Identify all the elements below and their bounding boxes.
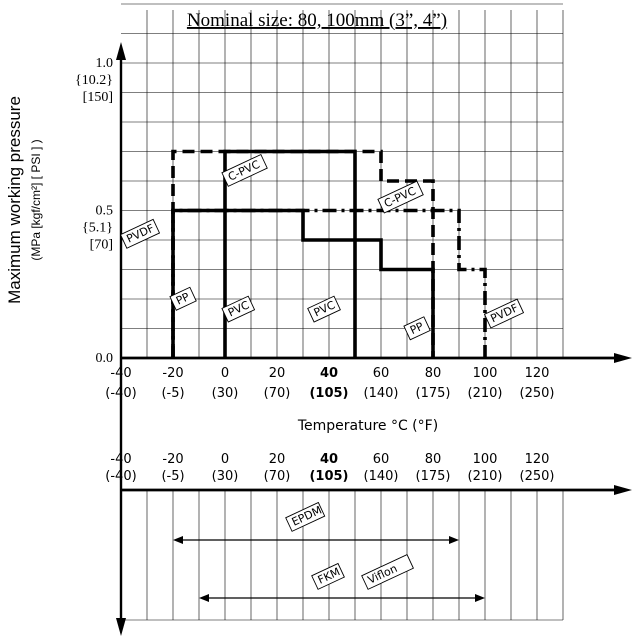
x-tick-label-f: (250): [520, 386, 555, 401]
range-arrow-right: [475, 594, 485, 602]
label-box: [377, 180, 424, 214]
upper-x-ticks: -40 (-40) -20 (-5) 0 (30) 20 (70) 40 (105) 60 (140)…: [105, 366, 554, 401]
x-axis-label: Temperature °C (°F): [297, 418, 438, 434]
x-tick-label-c: 80: [425, 366, 442, 381]
x-tick-label-f: (175): [416, 469, 451, 484]
x-tick-label-c: -20: [162, 366, 183, 381]
y-axis-arrow-down: [116, 618, 126, 636]
label-box: [403, 316, 431, 341]
y-tick-label: 0.0: [96, 351, 114, 366]
x-tick-label-c: 40: [320, 452, 338, 467]
lower-axis-arrow: [614, 485, 632, 495]
label-box: [311, 562, 345, 590]
chart-title: Nominal size: 80, 100mm (3”, 4”): [187, 10, 447, 31]
series-label: C-PVC: [221, 153, 268, 187]
x-tick-label-c: 80: [425, 452, 442, 467]
y-tick-label: [150]: [83, 90, 113, 105]
series-label: PVC: [307, 295, 341, 323]
label-box: [307, 295, 341, 323]
label-text: PP: [408, 320, 426, 338]
y-ticks: 1.0 {10.2} [150] 0.5 {5.1} [70] 0.0: [75, 56, 113, 366]
series-line-pvdf: [171, 208, 487, 358]
label-box: [169, 286, 197, 311]
x-tick-label-f: (250): [520, 469, 555, 484]
x-tick-label-c: 100: [473, 366, 498, 381]
x-tick-label-f: (-40): [105, 386, 136, 401]
x-tick-label-f: (210): [468, 469, 503, 484]
label-box: [119, 218, 161, 249]
x-tick-label-f: (30): [212, 469, 239, 484]
label-text: EPDM: [290, 504, 324, 529]
x-tick-label-f: (-40): [105, 469, 136, 484]
lower-grid: [121, 490, 564, 621]
x-tick-label-f: (140): [364, 469, 399, 484]
x-tick-label-f: (175): [416, 386, 451, 401]
series-line-pvc: [223, 149, 357, 358]
series-labels: C-PVC C-PVC PVDF PP PVC PVC PP PVDF: [119, 153, 525, 341]
range-arrow-right: [449, 536, 459, 544]
x-tick-label-f: (70): [264, 469, 291, 484]
y-tick-label: {5.1}: [82, 221, 113, 236]
label-text: C-PVC: [382, 184, 418, 210]
x-tick-label-f: (105): [309, 469, 348, 484]
x-tick-label-c: 120: [525, 452, 550, 467]
x-tick-label-c: -40: [110, 452, 131, 467]
lower-x-ticks: -40 (-40) -20 (-5) 0 (30) 20 (70) 40 (105) 60 (140)…: [105, 452, 554, 484]
y-tick-label: 0.5: [96, 204, 114, 219]
x-tick-label-f: (70): [264, 386, 291, 401]
y-axis-label: Maximum working pressure (MPa [kgf/cm²] …: [5, 96, 43, 304]
x-tick-label-c: 20: [269, 366, 286, 381]
y-tick-label: {10.2}: [75, 73, 113, 88]
range-arrow-left: [173, 536, 183, 544]
x-tick-label-c: -40: [110, 366, 131, 381]
label-box: [483, 298, 525, 329]
label-box: [361, 553, 414, 590]
x-tick-label-c: 120: [525, 366, 550, 381]
axes: [116, 42, 632, 636]
series-label: PVDF: [483, 298, 525, 329]
label-box: [221, 153, 268, 187]
series-label: PVDF: [119, 218, 161, 249]
x-tick-label-f: (140): [364, 386, 399, 401]
x-tick-label-c: 60: [373, 366, 390, 381]
y-axis-label-main: Maximum working pressure: [5, 96, 24, 304]
y-axis-arrow-up: [116, 42, 126, 60]
series-label: PP: [169, 286, 197, 311]
x-axis-arrow: [614, 353, 632, 363]
y-axis-label-units: (MPa [kgf/cm²] [ PSI ] ): [29, 139, 43, 260]
x-tick-label-f: (-5): [161, 469, 184, 484]
label-text: C-PVC: [226, 158, 262, 184]
x-tick-label-c: 20: [269, 452, 286, 467]
y-tick-label: 1.0: [96, 56, 114, 71]
x-tick-label-c: -20: [162, 452, 183, 467]
x-tick-label-f: (210): [468, 386, 503, 401]
range-label: EPDM: [285, 501, 326, 532]
x-tick-label-c: 40: [320, 366, 338, 381]
range-label: FKM: [311, 562, 345, 590]
series-label: PVC: [221, 295, 256, 323]
x-tick-label-f: (105): [309, 386, 348, 401]
range-label: Viflon: [361, 553, 414, 590]
range-arrows: EPDM FKM Viflon: [173, 501, 485, 602]
x-tick-label-c: 60: [373, 452, 390, 467]
label-text: PP: [174, 290, 192, 308]
series-label: C-PVC: [377, 180, 424, 214]
x-tick-label-f: (30): [212, 386, 239, 401]
label-box: [221, 295, 256, 323]
series-label: PP: [403, 316, 431, 341]
x-tick-label-c: 100: [473, 452, 498, 467]
x-tick-label-c: 0: [221, 366, 229, 381]
series-lines: [171, 149, 487, 358]
y-tick-label: [70]: [90, 238, 113, 253]
x-tick-label-c: 0: [221, 452, 229, 467]
label-box: [285, 501, 326, 532]
x-tick-label-f: (-5): [161, 386, 184, 401]
range-arrow-left: [199, 594, 209, 602]
